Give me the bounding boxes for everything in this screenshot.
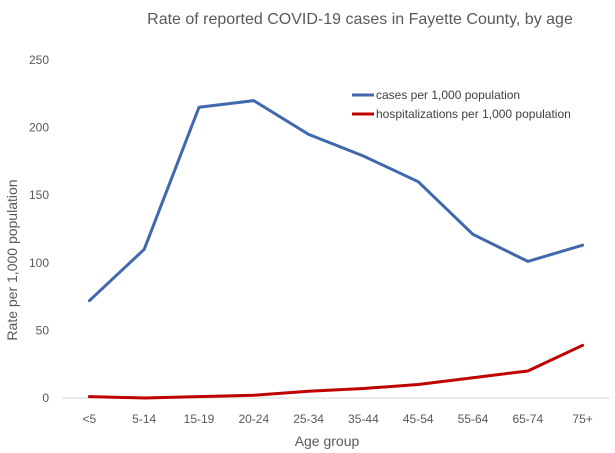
y-tick-label: 250	[29, 53, 49, 67]
x-tick-label: 25-34	[293, 412, 324, 426]
series-lines	[87, 99, 585, 400]
x-tick-label: 5-14	[132, 412, 156, 426]
x-tick-label: 65-74	[512, 412, 543, 426]
y-axis-ticks: 0 50 100 150 200 250	[29, 53, 49, 405]
y-tick-label: 200	[29, 121, 49, 135]
x-tick-label: 35-44	[348, 412, 379, 426]
y-tick-label: 100	[29, 256, 49, 270]
y-tick-label: 0	[42, 391, 49, 405]
x-tick-label: 15-19	[184, 412, 215, 426]
x-tick-label: 55-64	[458, 412, 489, 426]
x-axis-ticks: <5 5-14 15-19 20-24 25-34 35-44 45-54 55-64 65-7…	[83, 412, 593, 426]
x-tick-label: 75+	[572, 412, 592, 426]
chart-title: Rate of reported COVID-19 cases in Fayet…	[147, 11, 573, 28]
x-tick-label: 20-24	[238, 412, 269, 426]
series-line-hospitalizations	[87, 343, 585, 400]
x-axis-label: Age group	[295, 433, 360, 449]
legend-label: hospitalizations per 1,000 population	[376, 107, 571, 121]
series-line-cases	[87, 99, 585, 303]
legend: cases per 1,000 population hospitalizatio…	[352, 88, 571, 121]
x-tick-label: <5	[83, 412, 97, 426]
y-tick-label: 150	[29, 188, 49, 202]
x-tick-label: 45-54	[403, 412, 434, 426]
y-axis-label: Rate per 1,000 population	[4, 179, 20, 340]
legend-label: cases per 1,000 population	[376, 88, 520, 102]
y-tick-label: 50	[36, 323, 50, 337]
